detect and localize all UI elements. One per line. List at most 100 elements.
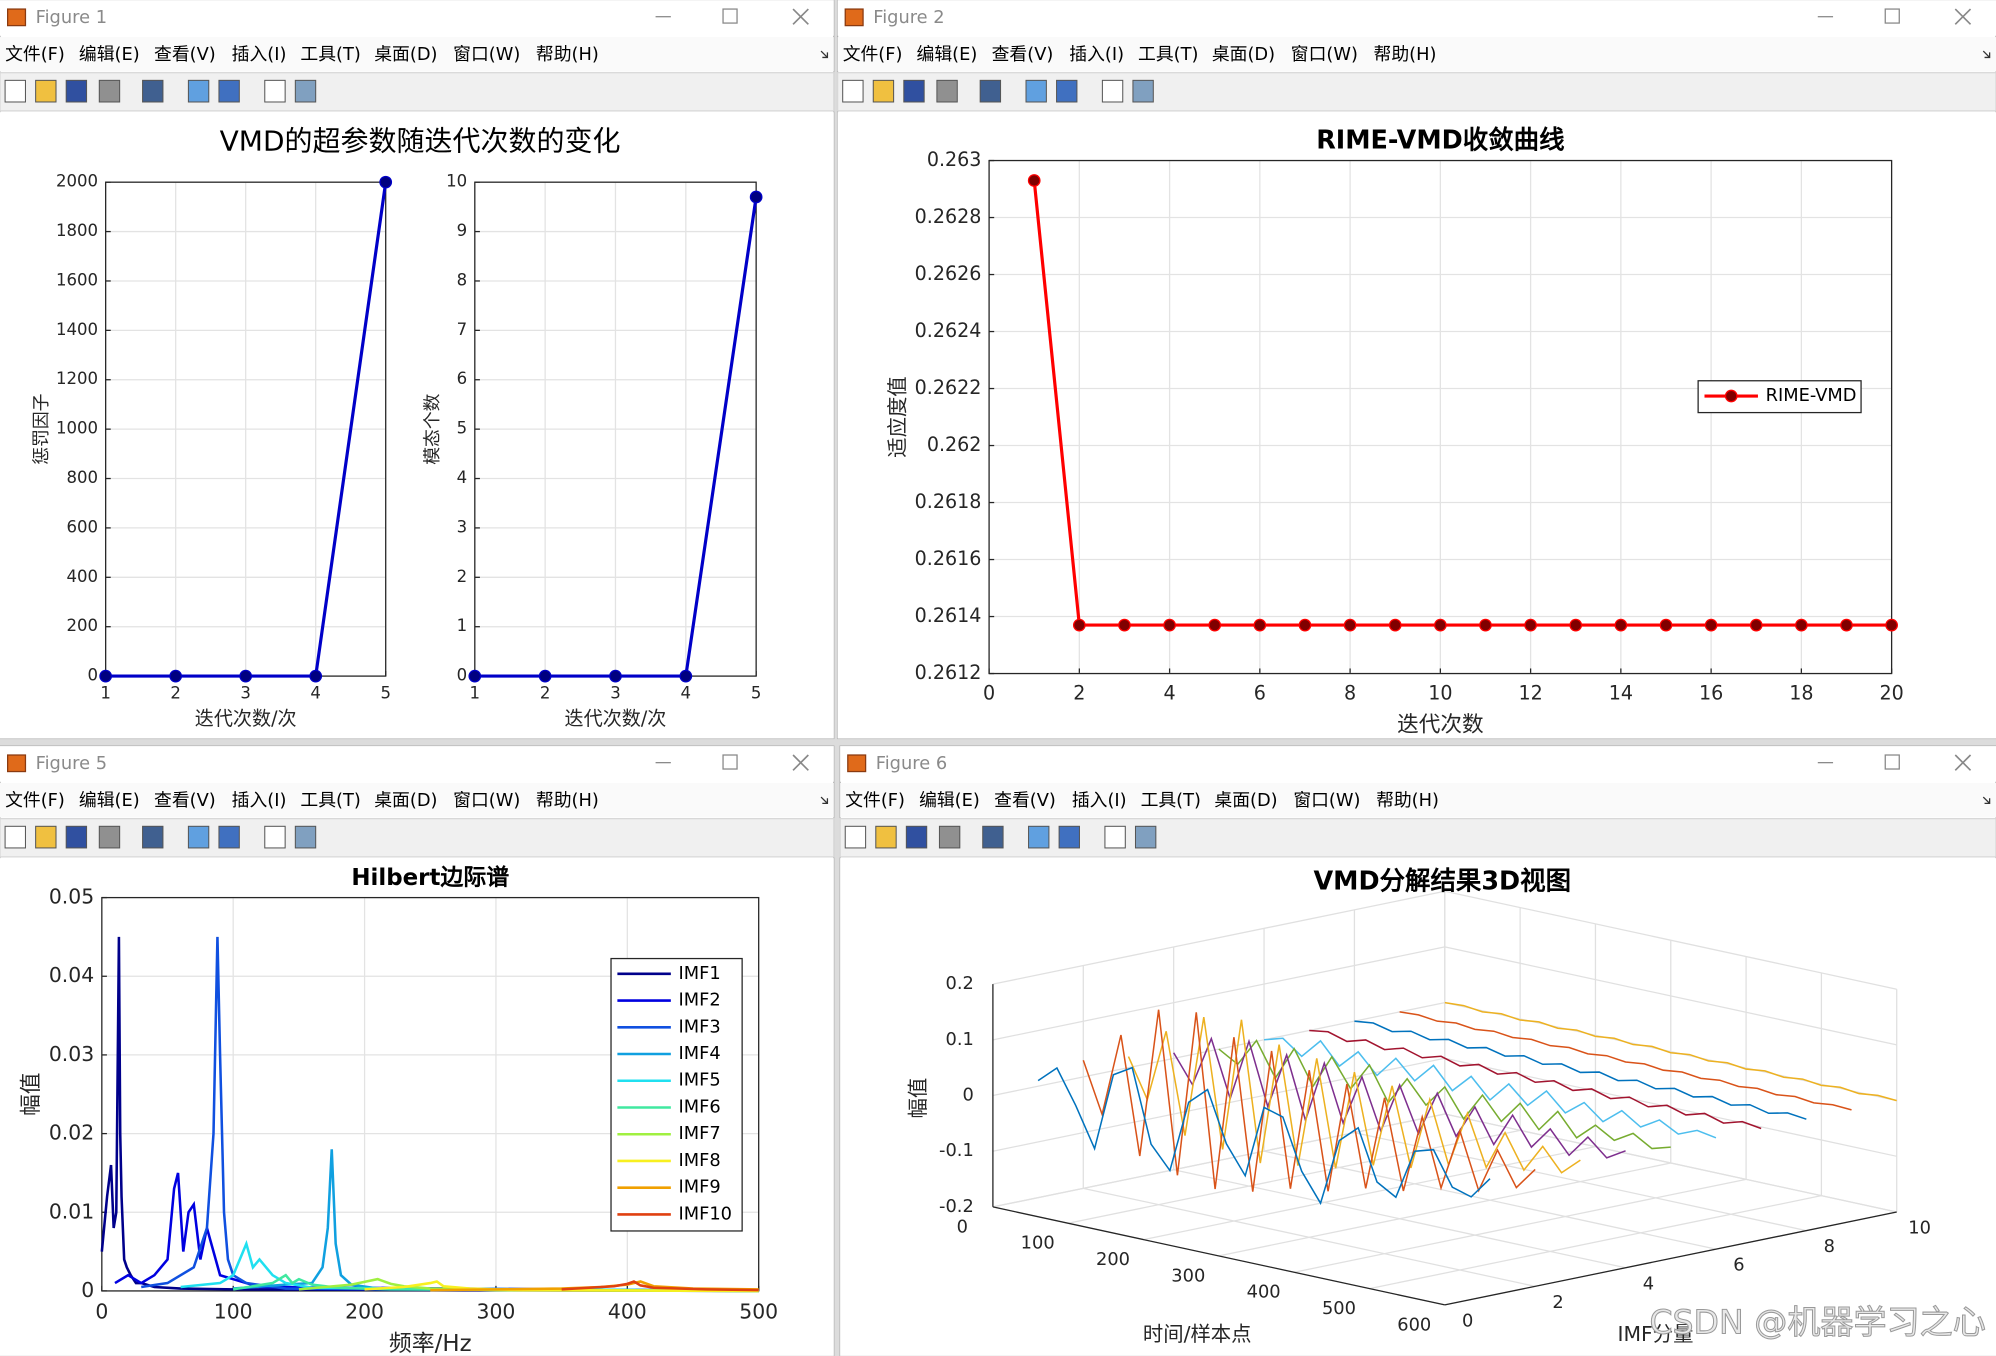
- menu-item[interactable]: 插入(I): [232, 44, 287, 65]
- menu-item[interactable]: 帮助(H): [1374, 44, 1437, 65]
- maximize-button[interactable]: [1884, 8, 1900, 24]
- series-line: [1218, 1039, 1671, 1150]
- window-icon: [847, 754, 867, 773]
- menu-item[interactable]: 工具(T): [1138, 44, 1198, 65]
- maximize-button[interactable]: [722, 8, 738, 24]
- menu-item[interactable]: 文件(F): [845, 790, 905, 811]
- toolbar-button[interactable]: [65, 825, 88, 849]
- marker: [1704, 618, 1718, 632]
- marker: [1840, 618, 1853, 632]
- menu-item[interactable]: 查看(V): [154, 790, 216, 811]
- maximize-button[interactable]: [722, 754, 738, 770]
- toolbar-button[interactable]: [903, 79, 925, 103]
- series-line: [1399, 1011, 1852, 1111]
- x-tick-label: 2: [170, 683, 181, 702]
- toolbar-button[interactable]: [1104, 825, 1126, 849]
- menu-item[interactable]: 编辑(E): [917, 44, 978, 65]
- x-tick-label: 20: [1879, 681, 1903, 704]
- y-tick-label: 8: [1824, 1236, 1835, 1257]
- menu-item[interactable]: 插入(I): [1069, 44, 1124, 65]
- marker: [1479, 618, 1492, 632]
- toolbar-button[interactable]: [1058, 825, 1080, 849]
- series-line: [1263, 1037, 1717, 1139]
- menu-item[interactable]: 桌面(D): [374, 44, 437, 65]
- toolbar-button[interactable]: [1132, 79, 1154, 103]
- menu-item[interactable]: 帮助(H): [536, 790, 599, 811]
- menu-arrow: [1982, 50, 1991, 59]
- toolbar-button[interactable]: [294, 825, 317, 849]
- toolbar-button[interactable]: [1056, 79, 1078, 103]
- menu-item[interactable]: 桌面(D): [1212, 44, 1275, 65]
- menu-item[interactable]: 查看(V): [992, 44, 1054, 65]
- z-tick-label: -0.2: [939, 1196, 974, 1217]
- toolbar-button[interactable]: [982, 825, 1004, 849]
- toolbar-button[interactable]: [264, 825, 286, 849]
- toolbar-button[interactable]: [872, 79, 895, 103]
- toolbar-button[interactable]: [1101, 79, 1124, 103]
- z-axis-label: 幅值: [906, 1078, 930, 1119]
- maximize-button[interactable]: [1884, 754, 1900, 770]
- toolbar-button[interactable]: [218, 825, 240, 849]
- legend-label: IMF1: [678, 963, 720, 984]
- y-tick-label: 0.2626: [915, 262, 982, 285]
- toolbar-button[interactable]: [1025, 79, 1047, 103]
- toolbar-button[interactable]: [905, 825, 928, 849]
- toolbar: [839, 818, 1996, 858]
- menu-arrow: [1982, 796, 1991, 805]
- menu-item[interactable]: 插入(I): [232, 790, 287, 811]
- series-line: [141, 936, 759, 1293]
- menu-item[interactable]: 编辑(E): [79, 44, 140, 65]
- toolbar-button[interactable]: [938, 825, 961, 849]
- toolbar-button[interactable]: [218, 79, 240, 103]
- menu-item[interactable]: 查看(V): [994, 790, 1056, 811]
- toolbar-button[interactable]: [936, 79, 958, 103]
- toolbar-button[interactable]: [98, 825, 121, 849]
- menu-item[interactable]: 帮助(H): [536, 44, 599, 65]
- toolbar-button[interactable]: [844, 825, 867, 849]
- menu-item[interactable]: 窗口(W): [453, 44, 520, 65]
- menu-item[interactable]: 桌面(D): [374, 790, 437, 811]
- series-line: [233, 1149, 759, 1293]
- menu-item[interactable]: 帮助(H): [1376, 790, 1439, 811]
- close-button[interactable]: [1954, 8, 1972, 25]
- toolbar-button[interactable]: [294, 79, 317, 103]
- menu-item[interactable]: 文件(F): [5, 790, 65, 811]
- menu-item[interactable]: 编辑(E): [79, 790, 140, 811]
- menu-item[interactable]: 窗口(W): [1293, 790, 1360, 811]
- toolbar-button[interactable]: [187, 825, 210, 849]
- menu-item[interactable]: 查看(V): [154, 44, 216, 65]
- toolbar-button[interactable]: [35, 79, 57, 103]
- toolbar-button[interactable]: [35, 825, 57, 849]
- toolbar-button[interactable]: [875, 825, 897, 849]
- menu-item[interactable]: 插入(I): [1072, 790, 1127, 811]
- toolbar-button[interactable]: [98, 79, 121, 103]
- toolbar-button[interactable]: [142, 825, 164, 849]
- close-button[interactable]: [792, 754, 809, 771]
- toolbar-button[interactable]: [842, 79, 864, 103]
- menu-item[interactable]: 窗口(W): [453, 790, 520, 811]
- legend-label: IMF2: [678, 990, 720, 1011]
- y-tick-label: 5: [457, 419, 468, 438]
- toolbar-button[interactable]: [187, 79, 210, 103]
- toolbar-button[interactable]: [4, 825, 26, 849]
- toolbar-button[interactable]: [264, 79, 286, 103]
- menu-item[interactable]: 编辑(E): [919, 790, 980, 811]
- toolbar-button[interactable]: [142, 79, 164, 103]
- menu-item[interactable]: 工具(T): [300, 790, 360, 811]
- menu-item[interactable]: 文件(F): [5, 44, 65, 65]
- menu-item[interactable]: 桌面(D): [1214, 790, 1277, 811]
- menu-item[interactable]: 文件(F): [843, 44, 903, 65]
- menu-item[interactable]: 工具(T): [300, 44, 360, 65]
- menu-item[interactable]: 工具(T): [1141, 790, 1201, 811]
- close-button[interactable]: [1954, 754, 1972, 771]
- toolbar-button[interactable]: [1134, 825, 1157, 849]
- toolbar-button[interactable]: [979, 79, 1002, 103]
- menu-item[interactable]: 窗口(W): [1291, 44, 1358, 65]
- toolbar-button[interactable]: [65, 79, 88, 103]
- x-axis-label: 迭代次数: [1397, 713, 1484, 738]
- toolbar-button[interactable]: [1028, 825, 1050, 849]
- close-button[interactable]: [792, 8, 809, 25]
- x-tick-label: 4: [681, 683, 692, 702]
- toolbar-button[interactable]: [4, 79, 26, 103]
